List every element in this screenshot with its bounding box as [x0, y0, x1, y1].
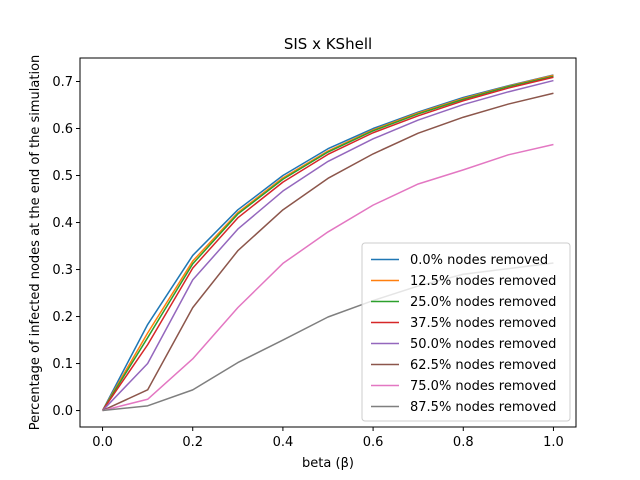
series-line-5	[102, 92, 554, 412]
legend-label: 25.0% nodes removed	[410, 295, 556, 310]
series-line-3	[101, 76, 554, 411]
legend-label: 12.5% nodes removed	[410, 274, 556, 289]
x-tick-label: 0.4	[273, 435, 294, 450]
plot-frame	[79, 57, 577, 428]
y-tick-label: 0.6	[52, 122, 73, 137]
y-tick-label: 0.1	[52, 357, 73, 372]
x-tick-label: 0.6	[363, 435, 384, 450]
legend-label: 37.5% nodes removed	[410, 316, 556, 331]
y-tick-label: 0.3	[52, 263, 73, 278]
x-tick-label: 0.0	[92, 435, 113, 450]
chart-title: SIS x KShell	[284, 35, 372, 53]
legend-label: 87.5% nodes removed	[410, 400, 556, 415]
x-tick-label: 0.8	[453, 435, 474, 450]
y-tick-label: 0.2	[52, 310, 73, 325]
y-axis: 0.0 0.1 0.2 0.3 0.4 0.5 0.6 0.7	[52, 75, 80, 419]
legend-label: 0.0% nodes removed	[410, 253, 548, 268]
y-tick-label: 0.0	[52, 404, 73, 419]
series-line-1	[101, 74, 554, 411]
series-line-2	[101, 75, 554, 411]
legend: 0.0% nodes removed 12.5% nodes removed 25.…	[361, 242, 571, 422]
x-tick-label: 0.2	[182, 435, 203, 450]
legend-label: 75.0% nodes removed	[410, 379, 556, 394]
x-axis: 0.0 0.2 0.4 0.6 0.8 1.0	[92, 427, 564, 450]
series-line-4	[102, 79, 554, 412]
legend-label: 50.0% nodes removed	[410, 337, 556, 352]
series-line-6	[102, 143, 554, 412]
legend-label: 62.5% nodes removed	[410, 358, 556, 373]
series-line-0	[101, 74, 554, 411]
legend-box	[361, 242, 571, 422]
y-tick-label: 0.4	[52, 216, 73, 231]
y-tick-label: 0.5	[52, 169, 73, 184]
x-tick-label: 1.0	[543, 435, 564, 450]
y-axis-title: Percentage of infected nodes at the end …	[28, 55, 43, 431]
y-tick-label: 0.7	[52, 75, 73, 90]
x-axis-title: beta (β)	[302, 456, 354, 471]
